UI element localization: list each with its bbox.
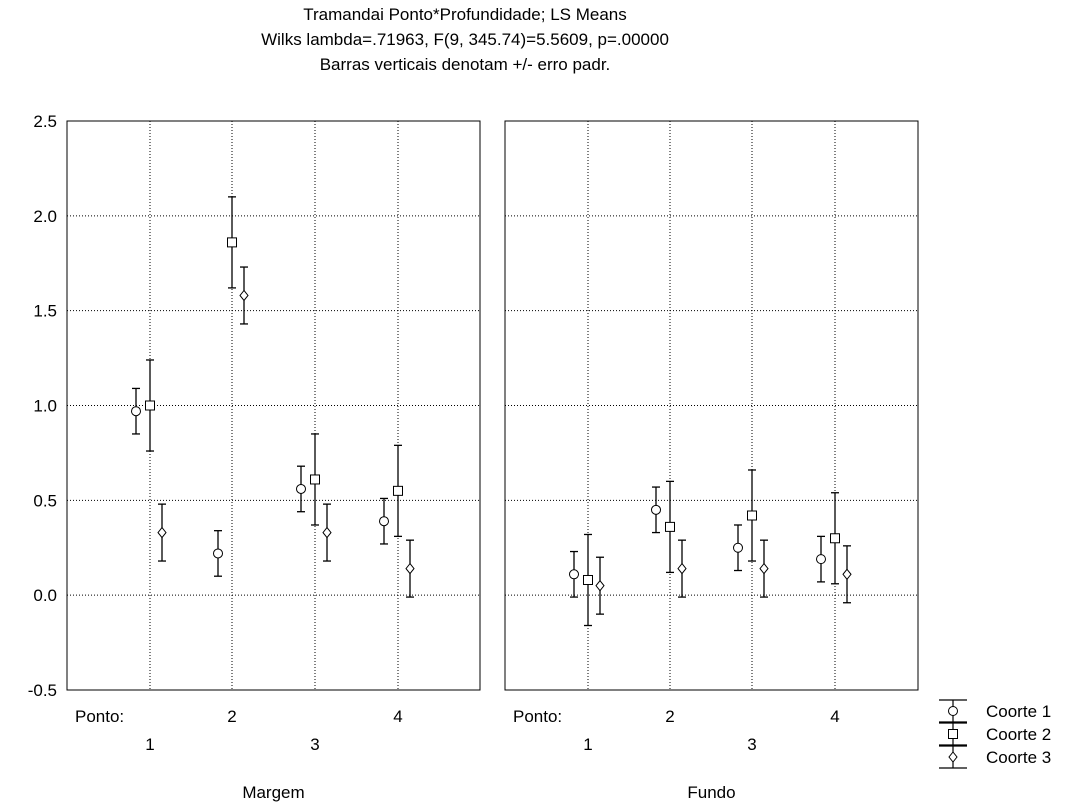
y-tick-label: 2.5 bbox=[33, 112, 57, 131]
data-point-circle bbox=[733, 542, 743, 553]
legend-marker-diamond bbox=[948, 751, 958, 763]
data-point-circle bbox=[569, 569, 579, 580]
data-point-circle bbox=[651, 504, 661, 515]
chart-titles: Tramandai Ponto*Profundidade; LS Means W… bbox=[0, 2, 930, 77]
legend-marker-circle bbox=[948, 706, 958, 716]
x-tick-label: 1 bbox=[583, 735, 592, 754]
x-tick-label: 4 bbox=[830, 707, 839, 726]
legend-label: Coorte 3 bbox=[986, 748, 1051, 767]
x-tick-label: 3 bbox=[747, 735, 756, 754]
chart-subtitle: Wilks lambda=.71963, F(9, 345.74)=5.5609… bbox=[261, 30, 669, 49]
panel-label: Margem bbox=[242, 783, 304, 802]
y-tick-label: 0.0 bbox=[33, 586, 57, 605]
x-axis-name: Ponto: bbox=[513, 707, 562, 726]
legend-marker-square bbox=[948, 729, 958, 739]
data-point-square bbox=[665, 521, 675, 532]
x-tick-label: 1 bbox=[145, 735, 154, 754]
data-point-diamond bbox=[405, 562, 415, 575]
x-tick-label: 4 bbox=[393, 707, 402, 726]
panel-frame bbox=[66, 120, 481, 691]
data-point-square bbox=[747, 510, 757, 521]
data-point-diamond bbox=[677, 562, 687, 575]
x-tick-label: 2 bbox=[665, 707, 674, 726]
data-point-diamond bbox=[842, 568, 852, 581]
chart-note: Barras verticais denotam +/- erro padr. bbox=[319, 55, 611, 74]
y-tick-label: 2.0 bbox=[33, 207, 57, 226]
data-point-circle bbox=[379, 516, 389, 527]
legend-label: Coorte 1 bbox=[986, 702, 1051, 721]
y-tick-label: 0.5 bbox=[33, 491, 57, 510]
data-point-diamond bbox=[595, 579, 605, 592]
data-point-square bbox=[393, 485, 403, 496]
data-point-circle bbox=[816, 554, 826, 565]
panel-frame bbox=[504, 120, 919, 691]
legend-label: Coorte 2 bbox=[986, 725, 1051, 744]
data-point-circle bbox=[296, 483, 306, 494]
data-point-diamond bbox=[759, 562, 769, 575]
data-point-diamond bbox=[322, 526, 332, 539]
panel-label: Fundo bbox=[687, 783, 735, 802]
data-point-square bbox=[830, 533, 840, 544]
y-tick-label: -0.5 bbox=[28, 681, 57, 700]
y-tick-label: 1.0 bbox=[33, 397, 57, 416]
x-tick-label: 3 bbox=[310, 735, 319, 754]
data-point-diamond bbox=[239, 289, 249, 302]
y-tick-label: 1.5 bbox=[33, 302, 57, 321]
data-point-square bbox=[310, 474, 320, 485]
x-axis-name: Ponto: bbox=[75, 707, 124, 726]
data-point-diamond bbox=[157, 526, 167, 539]
data-point-square bbox=[145, 400, 155, 411]
data-point-square bbox=[583, 574, 593, 585]
x-tick-label: 2 bbox=[227, 707, 236, 726]
data-point-circle bbox=[213, 548, 223, 559]
chart-title: Tramandai Ponto*Profundidade; LS Means bbox=[303, 5, 627, 24]
data-point-circle bbox=[131, 406, 141, 417]
data-point-square bbox=[227, 237, 237, 248]
